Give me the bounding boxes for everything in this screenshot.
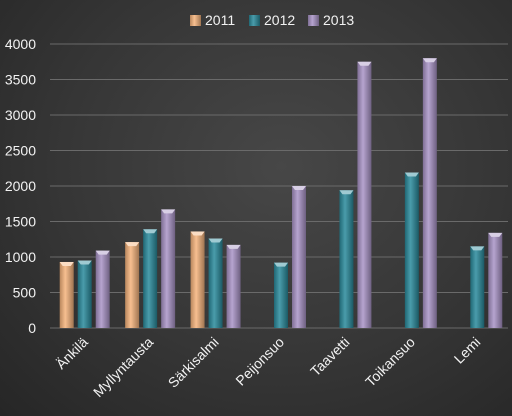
legend-item-2011: 2011 — [190, 12, 235, 28]
x-tick-label: Särkisalmi — [165, 334, 222, 391]
bar-2011-Särkisalmi — [190, 231, 205, 328]
x-tick-label: Änkilä — [53, 334, 91, 372]
bar-2011-Änkilä — [59, 261, 74, 328]
bar-2012-Särkisalmi — [208, 238, 223, 328]
bar-2012-Taavetti — [339, 190, 354, 328]
bar-2013-Änkilä — [95, 250, 110, 328]
y-tick-label: 1500 — [5, 214, 36, 230]
x-tick-label: Peijonsuo — [232, 334, 287, 389]
legend-item-2013: 2013 — [308, 12, 354, 28]
y-tick-label: 1000 — [5, 249, 36, 265]
y-tick-label: 2000 — [5, 178, 36, 194]
bar-2012-Peijonsuo — [274, 262, 288, 328]
x-tick-label: Lemi — [451, 334, 484, 367]
x-axis-labels: Änkilä Myllyntausta Särkisalmi Peijonsuo Taa… — [53, 334, 484, 400]
bar-2013-Toikansuo — [422, 58, 437, 328]
bar-2011-Myllyntausta — [125, 242, 140, 328]
x-tick-label: Toikansuo — [362, 334, 418, 390]
y-tick-label: 500 — [13, 285, 37, 301]
bar-2012-Toikansuo — [404, 172, 419, 328]
x-tick-label: Taavetti — [307, 334, 352, 379]
legend-swatch — [308, 15, 319, 26]
y-axis-ticks: 0 500 1000 1500 2000 2500 3000 3500 4000 — [5, 36, 36, 336]
legend-item-2012: 2012 — [249, 12, 295, 28]
bar-2013-Lemi — [488, 232, 503, 328]
y-tick-label: 4000 — [5, 36, 36, 52]
legend: 2011 2012 2013 — [190, 12, 354, 28]
bar-2013-Särkisalmi — [226, 244, 241, 328]
y-tick-label: 3500 — [5, 72, 36, 88]
bar-2013-Myllyntausta — [161, 209, 176, 328]
legend-label: 2013 — [323, 12, 354, 28]
bar-2013-Taavetti — [357, 61, 372, 328]
x-tick-label: Myllyntausta — [90, 334, 156, 400]
legend-swatch — [249, 15, 260, 26]
y-tick-label: 2500 — [5, 143, 36, 159]
bar-2012-Myllyntausta — [143, 229, 158, 328]
legend-swatch — [190, 15, 201, 26]
legend-label: 2011 — [205, 12, 235, 28]
bar-2013-Peijonsuo — [292, 186, 306, 328]
bar-2012-Lemi — [470, 246, 485, 328]
legend-label: 2012 — [264, 12, 295, 28]
y-tick-label: 0 — [28, 320, 36, 336]
bars — [59, 58, 503, 328]
y-tick-label: 3000 — [5, 107, 36, 123]
bar-2012-Änkilä — [77, 260, 92, 328]
